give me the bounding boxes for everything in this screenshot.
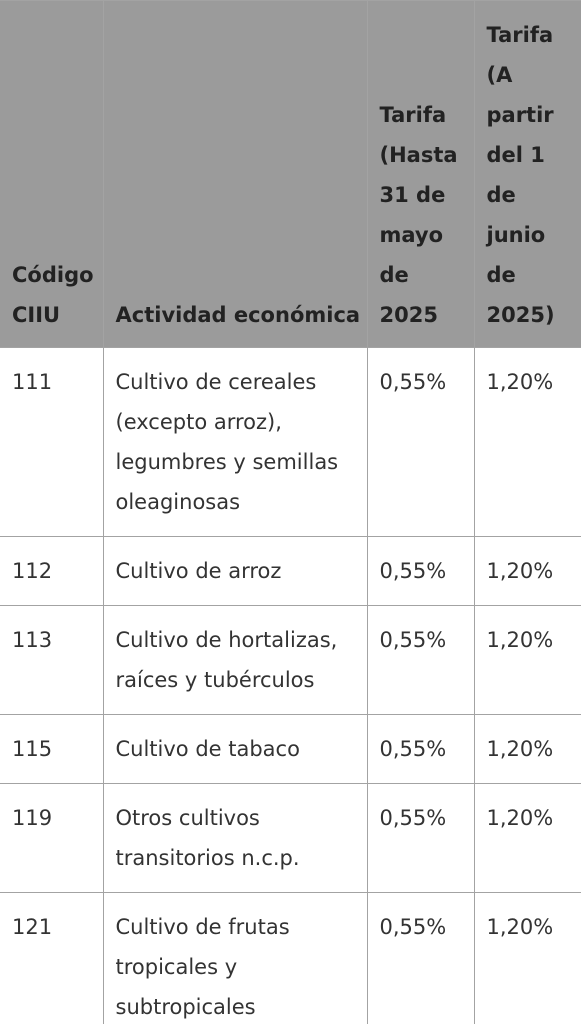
cell-code: 112 bbox=[0, 536, 104, 606]
table-row: 121 Cultivo de frutas tropicales y subtr… bbox=[0, 892, 581, 1024]
cell-code: 111 bbox=[0, 347, 104, 537]
table-header: Código CIIU Actividad económica Tarifa (… bbox=[0, 0, 581, 348]
cell-rate-from: 1,20% bbox=[473, 536, 581, 606]
header-row: Código CIIU Actividad económica Tarifa (… bbox=[0, 0, 581, 348]
cell-activity: Cultivo de tabaco bbox=[102, 714, 368, 784]
cell-activity: Cultivo de arroz bbox=[102, 536, 368, 606]
cell-rate-from: 1,20% bbox=[473, 892, 581, 1024]
table-body: 111 Cultivo de cereales (excepto arroz),… bbox=[0, 347, 581, 1024]
header-ciiu-code: Código CIIU bbox=[0, 0, 104, 348]
cell-rate-from: 1,20% bbox=[473, 783, 581, 893]
cell-rate-until: 0,55% bbox=[366, 783, 475, 893]
cell-code: 121 bbox=[0, 892, 104, 1024]
cell-activity: Cultivo de hortalizas, raíces y tubércul… bbox=[102, 605, 368, 715]
cell-code: 113 bbox=[0, 605, 104, 715]
header-rate-from-june-2025: Tarifa (A partir del 1 de junio de 2025) bbox=[473, 0, 581, 348]
cell-rate-until: 0,55% bbox=[366, 605, 475, 715]
cell-code: 119 bbox=[0, 783, 104, 893]
cell-rate-until: 0,55% bbox=[366, 892, 475, 1024]
table-row: 113 Cultivo de hortalizas, raíces y tubé… bbox=[0, 605, 581, 715]
table-row: 119 Otros cultivos transitorios n.c.p. 0… bbox=[0, 783, 581, 893]
cell-rate-from: 1,20% bbox=[473, 347, 581, 537]
cell-activity: Otros cultivos transitorios n.c.p. bbox=[102, 783, 368, 893]
cell-rate-until: 0,55% bbox=[366, 347, 475, 537]
table-row: 115 Cultivo de tabaco 0,55% 1,20% bbox=[0, 714, 581, 784]
cell-code: 115 bbox=[0, 714, 104, 784]
cell-rate-until: 0,55% bbox=[366, 536, 475, 606]
cell-rate-until: 0,55% bbox=[366, 714, 475, 784]
header-rate-until-may-2025: Tarifa (Hasta 31 de mayo de 2025 bbox=[366, 0, 475, 348]
cell-activity: Cultivo de frutas tropicales y subtropic… bbox=[102, 892, 368, 1024]
cell-rate-from: 1,20% bbox=[473, 714, 581, 784]
table-row: 111 Cultivo de cereales (excepto arroz),… bbox=[0, 347, 581, 537]
table-row: 112 Cultivo de arroz 0,55% 1,20% bbox=[0, 536, 581, 606]
header-economic-activity: Actividad económica bbox=[102, 0, 368, 348]
cell-rate-from: 1,20% bbox=[473, 605, 581, 715]
cell-activity: Cultivo de cereales (excepto arroz), leg… bbox=[102, 347, 368, 537]
